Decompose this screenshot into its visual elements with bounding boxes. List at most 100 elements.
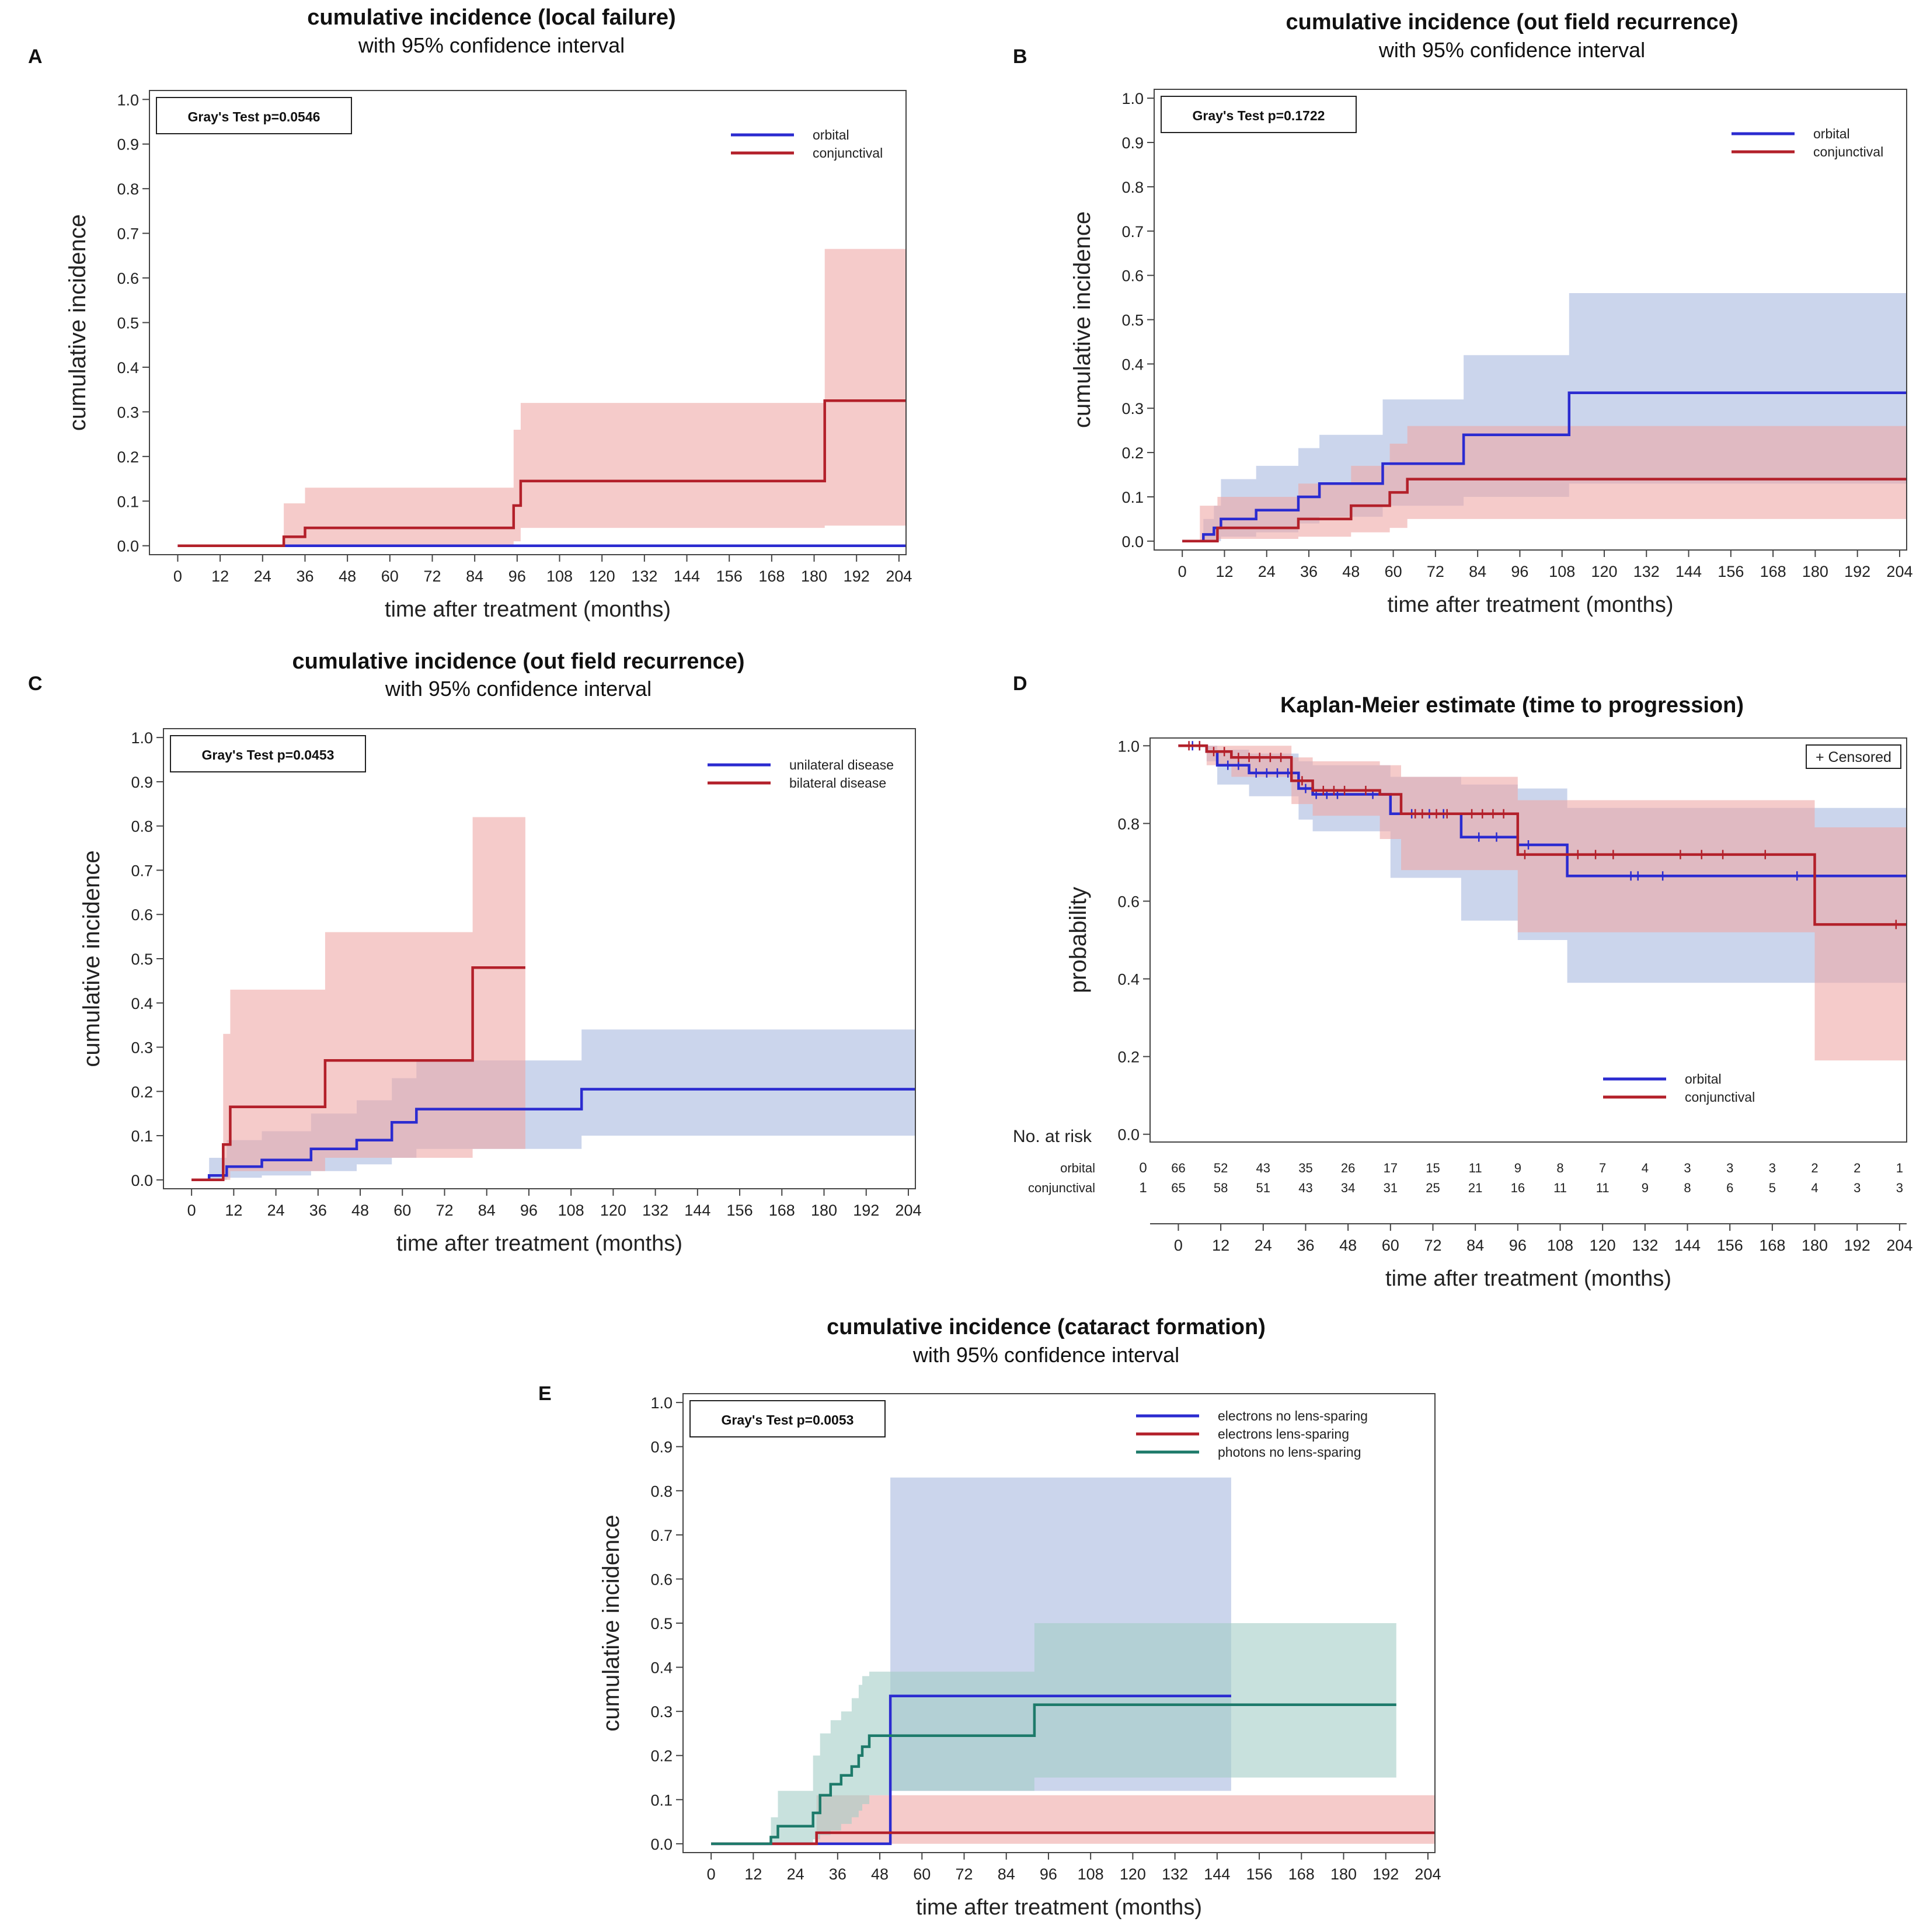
y-tick-label: 0.4 [117, 359, 139, 377]
censor-mark [1319, 785, 1328, 795]
censor-mark [1891, 920, 1900, 930]
y-tick-label: 0.1 [131, 1127, 153, 1145]
at-risk-count: 3 [1896, 1181, 1903, 1195]
x-tick-label: 108 [1549, 563, 1575, 580]
x-tick-label: 72 [423, 568, 441, 585]
plot-area [1182, 293, 1907, 543]
x-tick-label: 204 [1415, 1865, 1441, 1883]
at-risk-count: 26 [1341, 1161, 1355, 1175]
x-tick-label: 120 [1591, 563, 1617, 580]
chart-title: cumulative incidence (out field recurren… [292, 649, 745, 674]
censor-mark [1252, 768, 1260, 778]
censor-mark [1273, 768, 1282, 778]
x-tick-label: 180 [801, 568, 827, 585]
at-risk-count: 11 [1553, 1181, 1567, 1195]
at-risk-count: 3 [1684, 1161, 1691, 1175]
y-axis-label: cumulative incidence [65, 214, 90, 431]
x-tick-label: 0 [707, 1865, 716, 1883]
y-tick-label: 0.1 [650, 1791, 673, 1809]
x-tick-label: 144 [1675, 563, 1702, 580]
panel-label: E [538, 1383, 552, 1405]
y-tick-label: 0.1 [117, 493, 139, 510]
x-tick-label: 12 [1212, 1237, 1229, 1254]
at-risk-count: 31 [1384, 1181, 1398, 1195]
at-risk-count: 17 [1384, 1161, 1398, 1175]
at-risk-count: 65 [1171, 1181, 1185, 1195]
y-tick-label: 0.0 [1117, 1126, 1140, 1144]
legend-label: photons no lens-sparing [1218, 1444, 1361, 1460]
y-axis-label: cumulative incidence [79, 850, 104, 1067]
y-tick-label: 0.0 [1121, 533, 1144, 551]
at-risk-count: 2 [1811, 1161, 1818, 1175]
x-tick-label: 48 [339, 568, 356, 585]
x-tick-label: 60 [381, 568, 399, 585]
x-tick-label: 0 [1174, 1237, 1183, 1254]
x-tick-label: 60 [1382, 1237, 1399, 1254]
plot-area [191, 817, 915, 1182]
at-risk-count: 4 [1642, 1161, 1649, 1175]
chart-title: Kaplan-Meier estimate (time to progressi… [1280, 693, 1744, 718]
y-tick-label: 0.9 [131, 774, 153, 791]
series-line-conjunctival [177, 399, 906, 547]
censor-mark [1719, 850, 1727, 859]
y-tick-label: 0.3 [131, 1039, 153, 1057]
test-label: Gray's Test p=0.1722 [1193, 108, 1325, 123]
at-risk-count: 2 [1854, 1161, 1861, 1175]
y-tick-label: 0.1 [1121, 489, 1144, 506]
censor-mark [1468, 809, 1476, 819]
x-tick-label: 60 [913, 1865, 931, 1883]
y-tick-label: 0.9 [117, 136, 139, 154]
y-tick-label: 0.8 [117, 180, 139, 198]
at-risk-count: 58 [1214, 1181, 1228, 1195]
x-tick-label: 120 [1590, 1237, 1616, 1254]
at-risk-count: 9 [1514, 1161, 1521, 1175]
series-line-conjunctival [1178, 744, 1907, 926]
y-tick-label: 0.2 [650, 1747, 673, 1765]
censor-mark [1255, 753, 1264, 763]
censor-mark [1626, 871, 1635, 881]
x-tick-label: 180 [1802, 1237, 1828, 1254]
censor-mark [1492, 832, 1501, 842]
x-tick-label: 192 [1844, 563, 1870, 580]
y-tick-label: 0.6 [117, 270, 139, 287]
x-tick-label: 168 [1760, 563, 1786, 580]
censor-mark [1659, 871, 1667, 881]
x-tick-label: 120 [1120, 1865, 1146, 1883]
at-risk-row-code: 1 [1139, 1180, 1147, 1196]
x-tick-label: 192 [1372, 1865, 1399, 1883]
y-tick-label: 0.7 [1121, 223, 1144, 241]
plot-frame [1149, 737, 1907, 1143]
at-risk-count: 35 [1298, 1161, 1312, 1175]
x-tick-label: 36 [1300, 563, 1318, 580]
x-tick-label: 144 [684, 1202, 710, 1219]
x-tick-label: 24 [267, 1202, 285, 1219]
censor-mark [1443, 809, 1451, 819]
censor-mark [1432, 809, 1441, 819]
censor-mark [1266, 753, 1274, 763]
series-line-bilateral-disease [191, 966, 525, 1182]
legend-label: orbital [1685, 1071, 1722, 1087]
at-risk-count: 4 [1811, 1181, 1818, 1195]
x-tick-label: 84 [1466, 1237, 1484, 1254]
x-tick-label: 132 [642, 1202, 668, 1219]
y-tick-label: 0.8 [650, 1482, 673, 1500]
x-tick-label: 132 [1162, 1865, 1188, 1883]
x-tick-label: 192 [1844, 1237, 1870, 1254]
plot-area [711, 1477, 1435, 1846]
y-tick-label: 0.3 [650, 1703, 673, 1721]
confidence-band-conjunctival [177, 249, 906, 546]
x-tick-label: 48 [1339, 1237, 1357, 1254]
y-tick-label: 0.8 [1117, 815, 1140, 833]
censor-mark [1573, 850, 1582, 859]
x-axis-label: time after treatment (months) [396, 1231, 682, 1256]
at-risk-count: 1 [1896, 1161, 1903, 1175]
x-tick-label: 156 [727, 1202, 753, 1219]
chart-subtitle: with 95% confidence interval [1378, 38, 1645, 62]
censor-mark [1185, 741, 1193, 751]
x-tick-label: 84 [478, 1202, 496, 1219]
censor-mark [1591, 850, 1600, 859]
x-tick-label: 168 [1759, 1237, 1785, 1254]
test-box [689, 1400, 886, 1437]
